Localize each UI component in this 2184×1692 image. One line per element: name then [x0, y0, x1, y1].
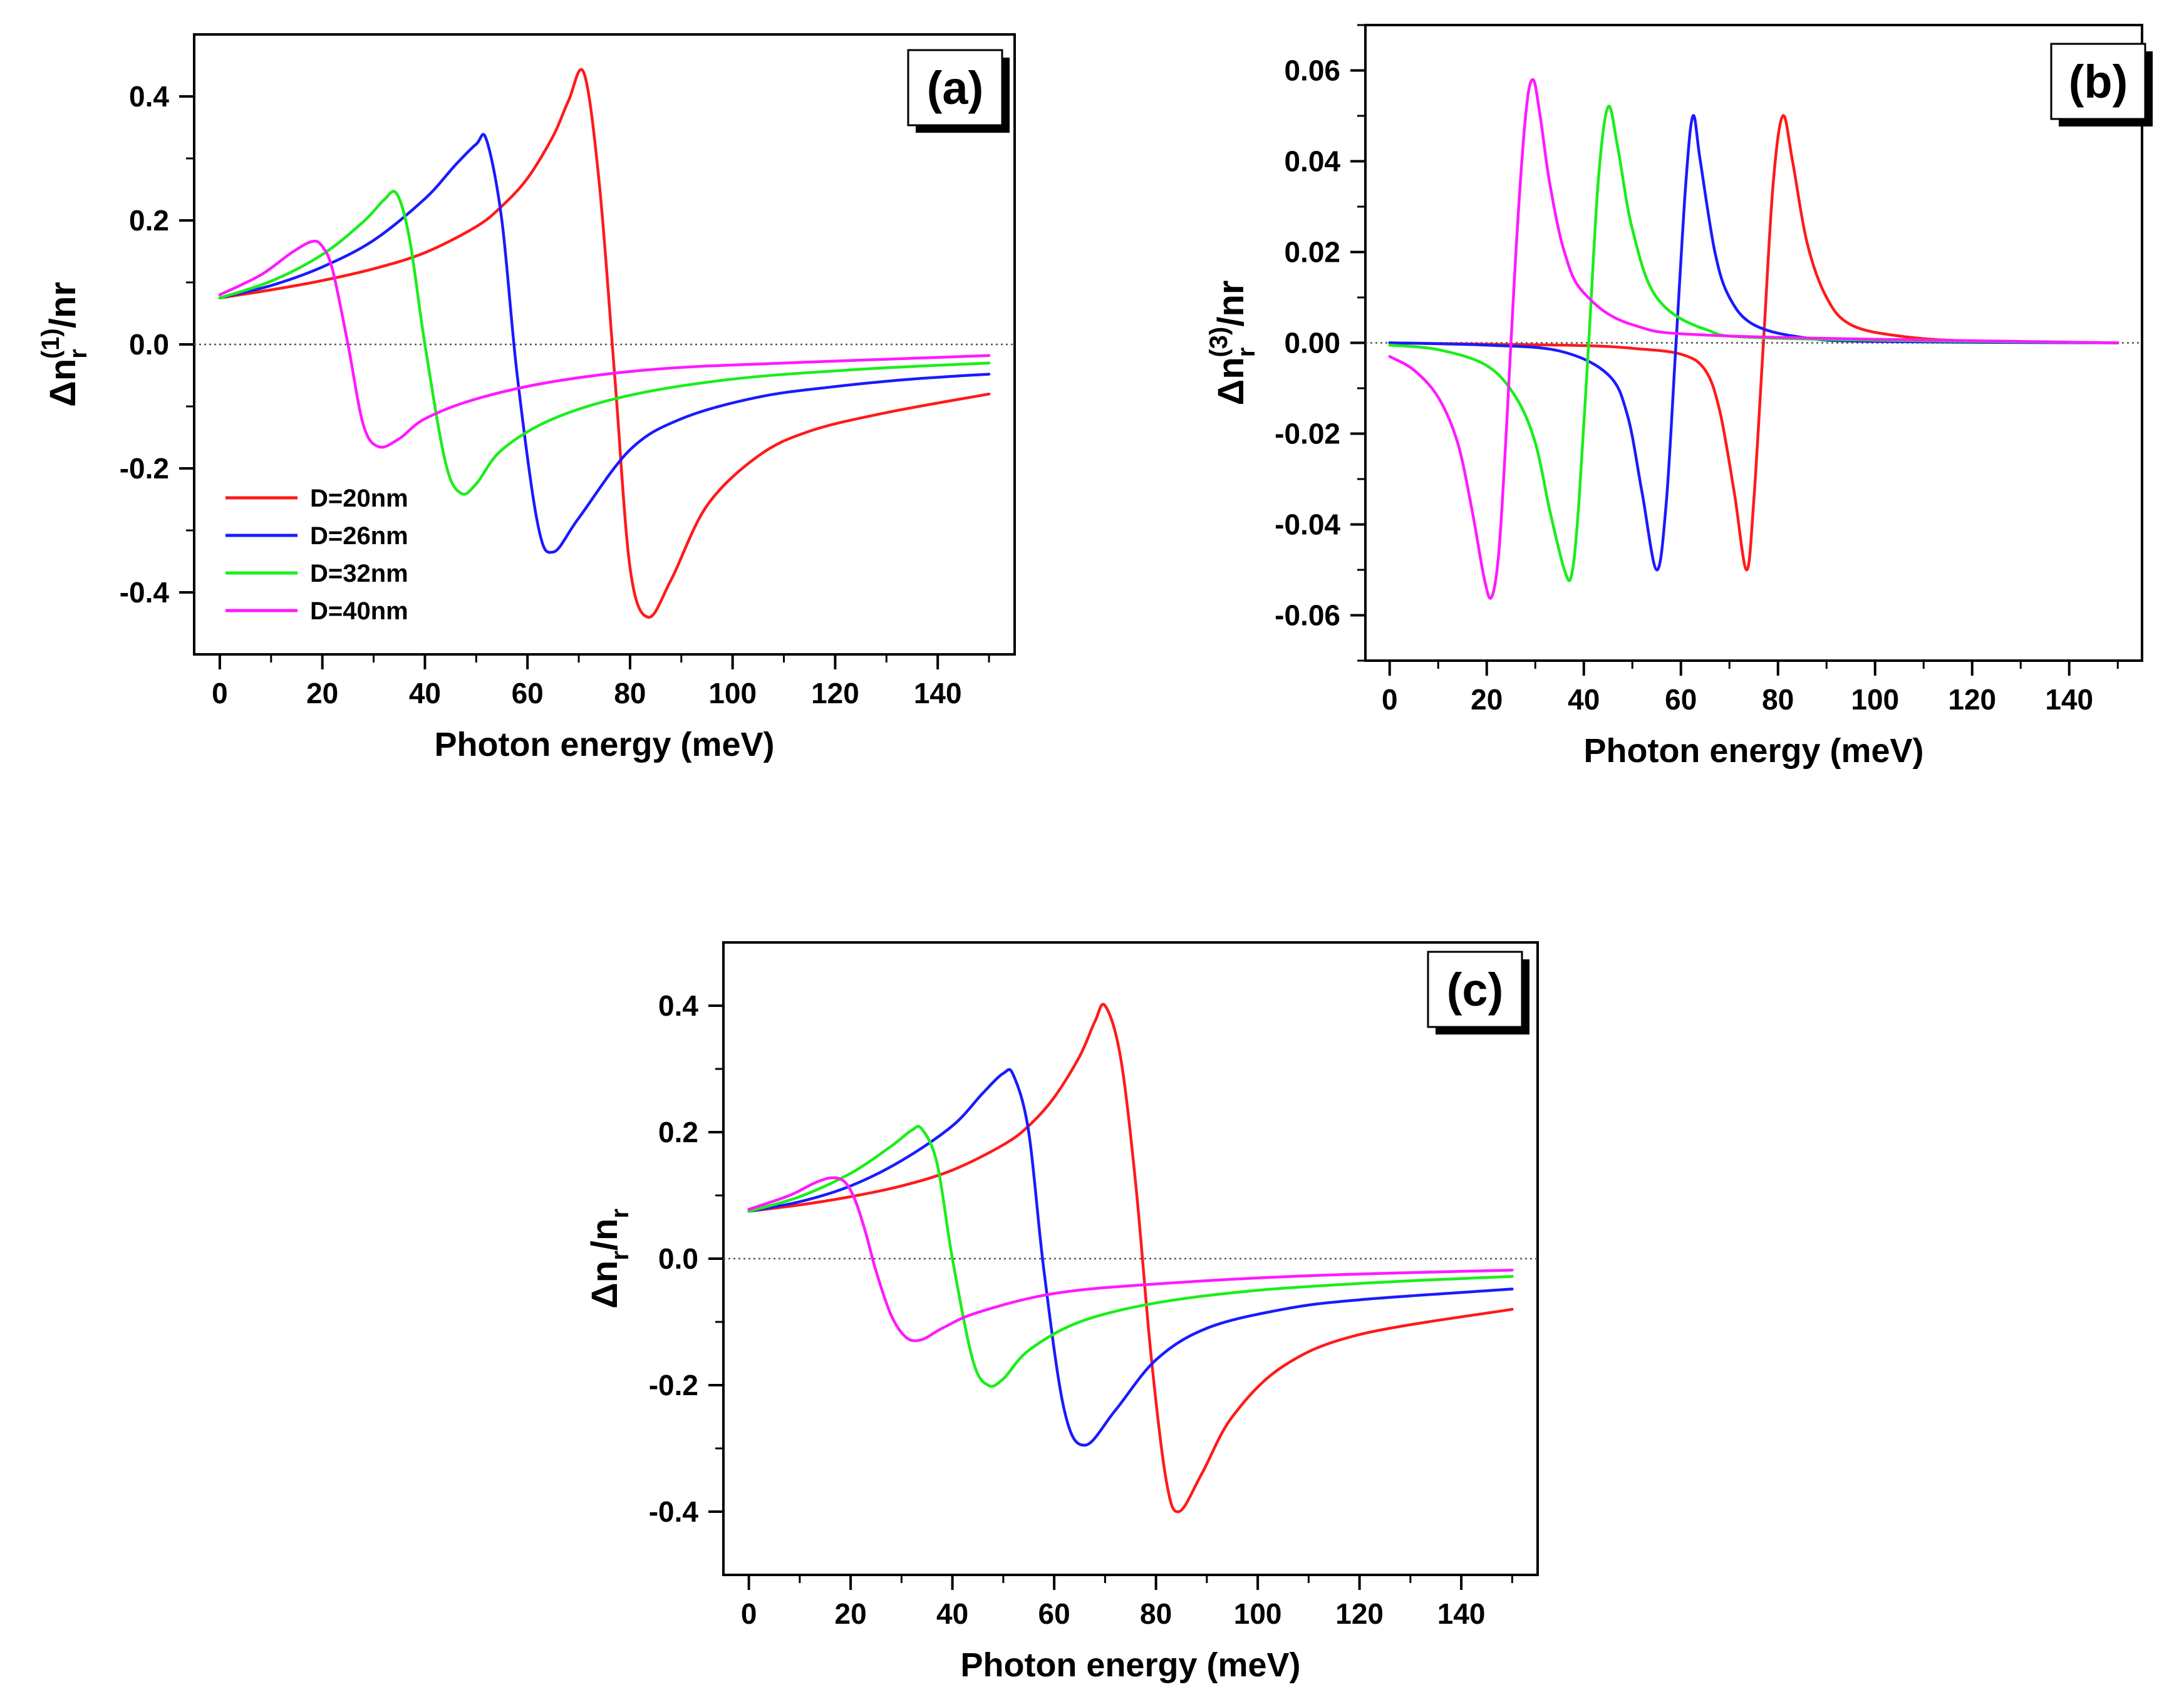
x-tick-label: 0 — [212, 677, 228, 709]
series-group — [1388, 78, 2119, 600]
x-tick-label: 0 — [1382, 683, 1398, 716]
y-axis-title-rest: /n — [584, 1219, 625, 1251]
x-tick-label: 140 — [1437, 1597, 1486, 1630]
y-tick-label: 0.0 — [658, 1242, 698, 1275]
panel-label-box — [907, 49, 1003, 126]
series-line-d-32nm — [1388, 105, 2119, 582]
y-axis-title-rest: /nr — [43, 282, 83, 328]
y-axis-title-sub: r — [65, 349, 92, 359]
series-line-d-20nm — [218, 68, 991, 619]
panel-label: (a) — [927, 62, 983, 114]
y-axis-title-sup: (1) — [37, 328, 65, 359]
x-axis-title: Photon energy (meV) — [434, 726, 774, 763]
series-line-d-40nm — [1388, 78, 2119, 600]
y-tick-label: -0.06 — [1275, 599, 1340, 632]
y-tick-label: 0.0 — [129, 328, 169, 361]
x-tick-label: 80 — [1762, 683, 1794, 716]
series-line-d-26nm — [747, 1068, 1514, 1447]
y-tick-label: -0.2 — [649, 1369, 698, 1401]
x-tick-label: 100 — [1851, 683, 1899, 716]
x-tick-label: 140 — [2045, 683, 2093, 716]
x-tick-label: 100 — [1234, 1597, 1282, 1630]
x-tick-label: 80 — [1140, 1597, 1172, 1630]
y-axis-title: Δnr(1)/nr — [37, 282, 92, 407]
y-axis-title-sub: r — [606, 1251, 634, 1261]
x-tick-label: 60 — [1038, 1597, 1070, 1630]
legend-label: D=40nm — [310, 597, 408, 625]
y-axis-title-rest: /nr — [1211, 281, 1251, 327]
y-axis-title-base: Δn — [584, 1261, 625, 1309]
x-tick-label: 40 — [936, 1597, 968, 1630]
x-tick-label: 100 — [708, 677, 757, 709]
y-tick-label: 0.00 — [1284, 327, 1340, 359]
y-tick-label: 0.04 — [1284, 145, 1340, 178]
chart-panel-a: 0 20 40 60 80 100 120 140 -0.4 -0.2 0.0 0.2 0.4 Photo… — [37, 33, 1016, 763]
series-line-d-40nm — [747, 1176, 1514, 1343]
x-axis-title: Photon energy (meV) — [1583, 732, 1923, 770]
x-tick-label: 40 — [409, 677, 441, 709]
x-tick-label: 20 — [306, 677, 338, 709]
y-tick-label: -0.4 — [649, 1495, 699, 1528]
legend-label: D=32nm — [310, 560, 408, 587]
y-axis-title-sub: r — [1233, 348, 1260, 358]
x-axis-title: Photon energy (meV) — [960, 1646, 1300, 1684]
series-line-d-20nm — [747, 1003, 1514, 1514]
x-tick-label: 60 — [512, 677, 544, 709]
x-tick-label: 40 — [1568, 683, 1600, 716]
y-axis-title: Δnr(3)/nr — [1205, 281, 1260, 406]
x-tick-label: 60 — [1665, 683, 1697, 716]
legend-label: D=26nm — [310, 522, 408, 550]
x-tick-label: 120 — [811, 677, 859, 709]
y-axis-title-base: Δn — [43, 359, 83, 407]
panel-label: (c) — [1447, 964, 1503, 1016]
series-line-d-32nm — [218, 190, 991, 496]
y-tick-label: 0.4 — [658, 989, 698, 1022]
series-line-d-26nm — [218, 133, 991, 554]
chart-panel-c: 0 20 40 60 80 100 120 140 -0.4 -0.2 0.0 0.2 0.4 Photo… — [584, 941, 1539, 1684]
series-group — [747, 1003, 1514, 1514]
panel-label-box — [1427, 951, 1523, 1028]
x-tick-label: 0 — [741, 1597, 757, 1630]
y-axis-title: Δnr/nr — [584, 1209, 634, 1309]
y-axis-title-sup: (3) — [1205, 327, 1233, 358]
legend-label: D=20nm — [310, 485, 408, 512]
x-tick-label: 120 — [1335, 1597, 1384, 1630]
y-tick-label: -0.02 — [1275, 418, 1340, 450]
panel-label-box — [2050, 43, 2146, 120]
x-tick-label: 20 — [835, 1597, 867, 1630]
y-tick-label: -0.04 — [1275, 508, 1340, 541]
y-tick-label: 0.2 — [658, 1116, 698, 1148]
y-tick-label: 0.02 — [1284, 236, 1340, 269]
series-line-d-40nm — [218, 239, 991, 449]
y-tick-label: 0.4 — [129, 80, 169, 113]
x-tick-label: 140 — [914, 677, 962, 709]
x-tick-label: 80 — [614, 677, 646, 709]
y-tick-label: 0.06 — [1284, 54, 1340, 87]
series-group — [218, 68, 991, 619]
y-tick-label: -0.4 — [120, 576, 170, 609]
y-axis-title-sub2: r — [606, 1209, 634, 1219]
panel-label: (b) — [2069, 56, 2128, 108]
series-line-d-26nm — [1388, 114, 2119, 572]
x-tick-label: 20 — [1471, 683, 1503, 716]
chart-panel-b: 0 20 40 60 80 100 120 140 -0.06 -0.04 -0.02 0.00 0.0… — [1205, 24, 2153, 770]
y-tick-label: 0.2 — [129, 204, 169, 237]
series-line-d-32nm — [747, 1125, 1514, 1388]
y-axis-title-base: Δn — [1211, 357, 1251, 405]
y-tick-label: -0.2 — [120, 452, 169, 485]
x-tick-label: 120 — [1948, 683, 1996, 716]
series-line-d-20nm — [1388, 114, 2119, 572]
